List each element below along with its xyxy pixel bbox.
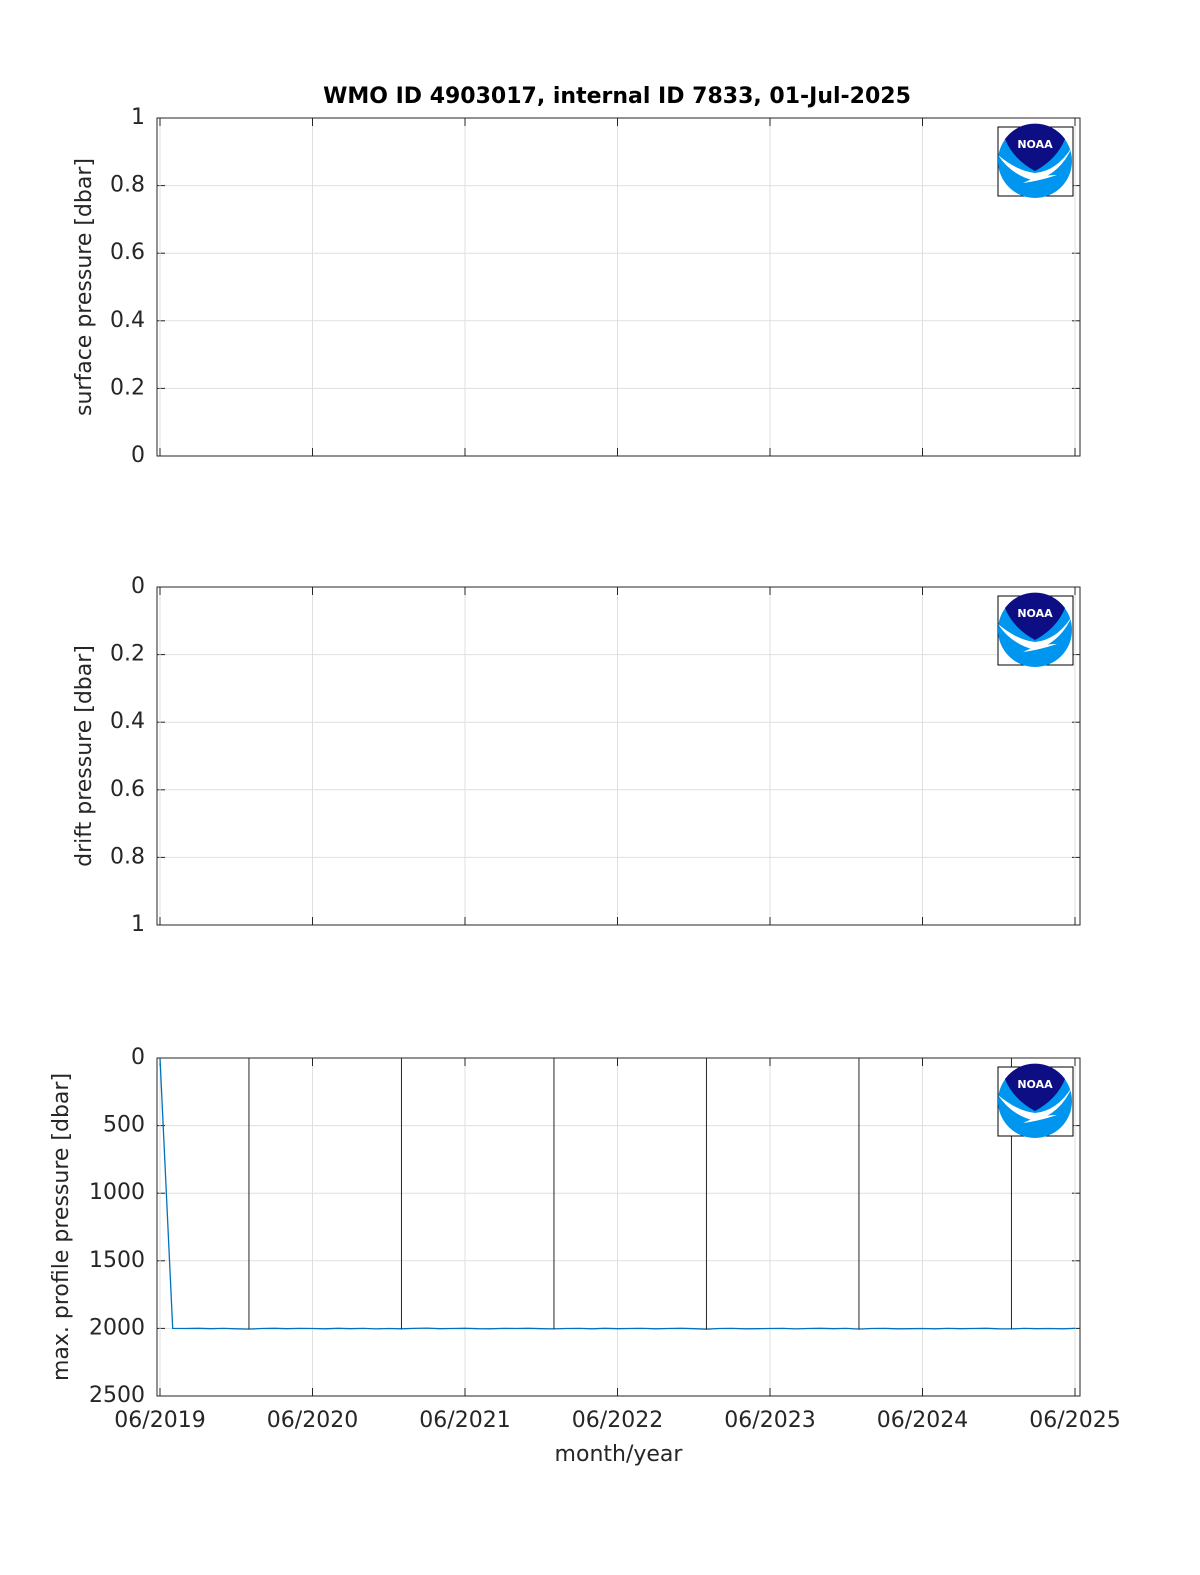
- axes-box: [156, 586, 1081, 926]
- logo: NOAA: [997, 1063, 1074, 1138]
- x-tick-label: 06/2024: [877, 1408, 968, 1433]
- y-tick-label: 0.2: [110, 375, 145, 400]
- logo-top: [1005, 592, 1065, 640]
- logo-gull: [1023, 644, 1057, 652]
- y-tick-label: 0: [131, 1045, 145, 1070]
- y-tick-label: 1: [131, 912, 145, 937]
- y-tick-label: 0.8: [110, 173, 145, 198]
- y-axis-label: max. profile pressure [dbar]: [49, 1073, 74, 1381]
- logo-text: NOAA: [1017, 138, 1053, 151]
- x-tick-label: 06/2021: [419, 1408, 510, 1433]
- logo-gull: [1023, 1115, 1057, 1123]
- x-tick-label: 06/2019: [114, 1408, 205, 1433]
- plot-area: [157, 1058, 1080, 1396]
- y-tick-label: 1500: [89, 1248, 145, 1273]
- axes-box: [156, 117, 1081, 457]
- logo-top: [1005, 123, 1065, 171]
- logo-swoosh: [998, 616, 1072, 650]
- plot-area: [157, 587, 1080, 925]
- y-tick-label: 2000: [89, 1315, 145, 1340]
- y-axis-label: drift pressure [dbar]: [72, 645, 97, 867]
- axes-box: [156, 1057, 1081, 1397]
- logo-swoosh: [998, 1087, 1072, 1121]
- logo: NOAA: [997, 592, 1074, 667]
- y-tick-label: 0.8: [110, 844, 145, 869]
- y-tick-label: 0: [131, 443, 145, 468]
- logo-top: [1005, 1063, 1065, 1111]
- y-tick-label: 0.6: [110, 777, 145, 802]
- logo-text: NOAA: [1017, 607, 1053, 620]
- x-tick-label: 06/2022: [572, 1408, 663, 1433]
- y-tick-label: 500: [103, 1113, 145, 1138]
- y-tick-label: 0.2: [110, 642, 145, 667]
- y-tick-label: 1: [131, 105, 145, 130]
- plot-area: [157, 118, 1080, 456]
- logo-gull: [1023, 175, 1057, 183]
- x-tick-label: 06/2025: [1029, 1408, 1120, 1433]
- data-line: [159, 1057, 1076, 1330]
- y-tick-label: 0.4: [110, 308, 145, 333]
- x-axis-label: month/year: [555, 1442, 684, 1467]
- y-tick-label: 0.4: [110, 709, 145, 734]
- x-tick-label: 06/2020: [267, 1408, 358, 1433]
- logo: NOAA: [997, 123, 1074, 198]
- x-tick-label: 06/2023: [724, 1408, 815, 1433]
- y-tick-label: 1000: [89, 1180, 145, 1205]
- chart-title: WMO ID 4903017, internal ID 7833, 01-Jul…: [323, 84, 911, 109]
- y-tick-label: 0.6: [110, 240, 145, 265]
- logo-swoosh: [998, 147, 1072, 181]
- y-tick-label: 2500: [89, 1383, 145, 1408]
- logo-text: NOAA: [1017, 1078, 1053, 1091]
- y-axis-label: surface pressure [dbar]: [72, 158, 97, 416]
- y-tick-label: 0: [131, 574, 145, 599]
